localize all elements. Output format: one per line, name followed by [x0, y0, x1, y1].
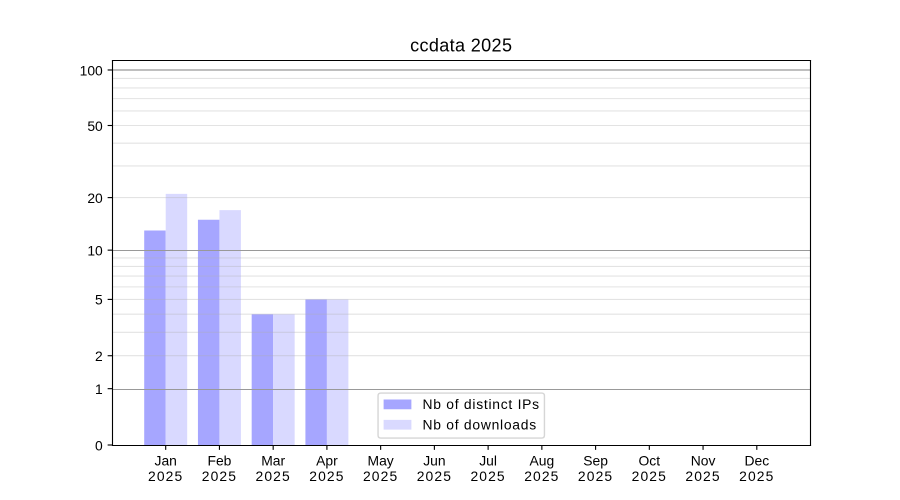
svg-text:2025: 2025 — [202, 468, 237, 484]
svg-text:Nb of distinct IPs: Nb of distinct IPs — [422, 396, 539, 412]
svg-text:2025: 2025 — [578, 468, 613, 484]
svg-text:2025: 2025 — [148, 468, 183, 484]
svg-text:Aug: Aug — [530, 452, 555, 468]
svg-text:Jun: Jun — [423, 452, 445, 468]
svg-text:1: 1 — [95, 381, 103, 397]
svg-text:Oct: Oct — [639, 452, 661, 468]
svg-text:50: 50 — [87, 118, 103, 134]
svg-text:Nb of downloads: Nb of downloads — [422, 417, 536, 433]
svg-text:Apr: Apr — [316, 452, 338, 468]
svg-text:2025: 2025 — [309, 468, 344, 484]
svg-text:Sep: Sep — [583, 452, 608, 468]
svg-text:Nov: Nov — [691, 452, 716, 468]
svg-text:2025: 2025 — [470, 468, 505, 484]
svg-text:ccdata 2025: ccdata 2025 — [410, 36, 512, 56]
svg-text:Mar: Mar — [261, 452, 285, 468]
svg-text:0: 0 — [95, 437, 103, 453]
svg-text:2025: 2025 — [739, 468, 774, 484]
svg-text:10: 10 — [87, 242, 103, 258]
svg-text:2025: 2025 — [632, 468, 667, 484]
svg-text:Dec: Dec — [744, 452, 769, 468]
svg-text:20: 20 — [87, 190, 103, 206]
svg-text:2025: 2025 — [685, 468, 720, 484]
svg-text:5: 5 — [95, 292, 103, 308]
svg-text:Jul: Jul — [479, 452, 497, 468]
svg-text:2025: 2025 — [363, 468, 398, 484]
svg-text:2025: 2025 — [256, 468, 291, 484]
svg-text:Feb: Feb — [207, 452, 231, 468]
svg-text:100: 100 — [80, 62, 103, 78]
svg-text:Jan: Jan — [155, 452, 177, 468]
svg-text:2025: 2025 — [524, 468, 559, 484]
svg-text:2025: 2025 — [417, 468, 452, 484]
svg-text:2: 2 — [95, 348, 103, 364]
svg-text:May: May — [368, 452, 394, 468]
